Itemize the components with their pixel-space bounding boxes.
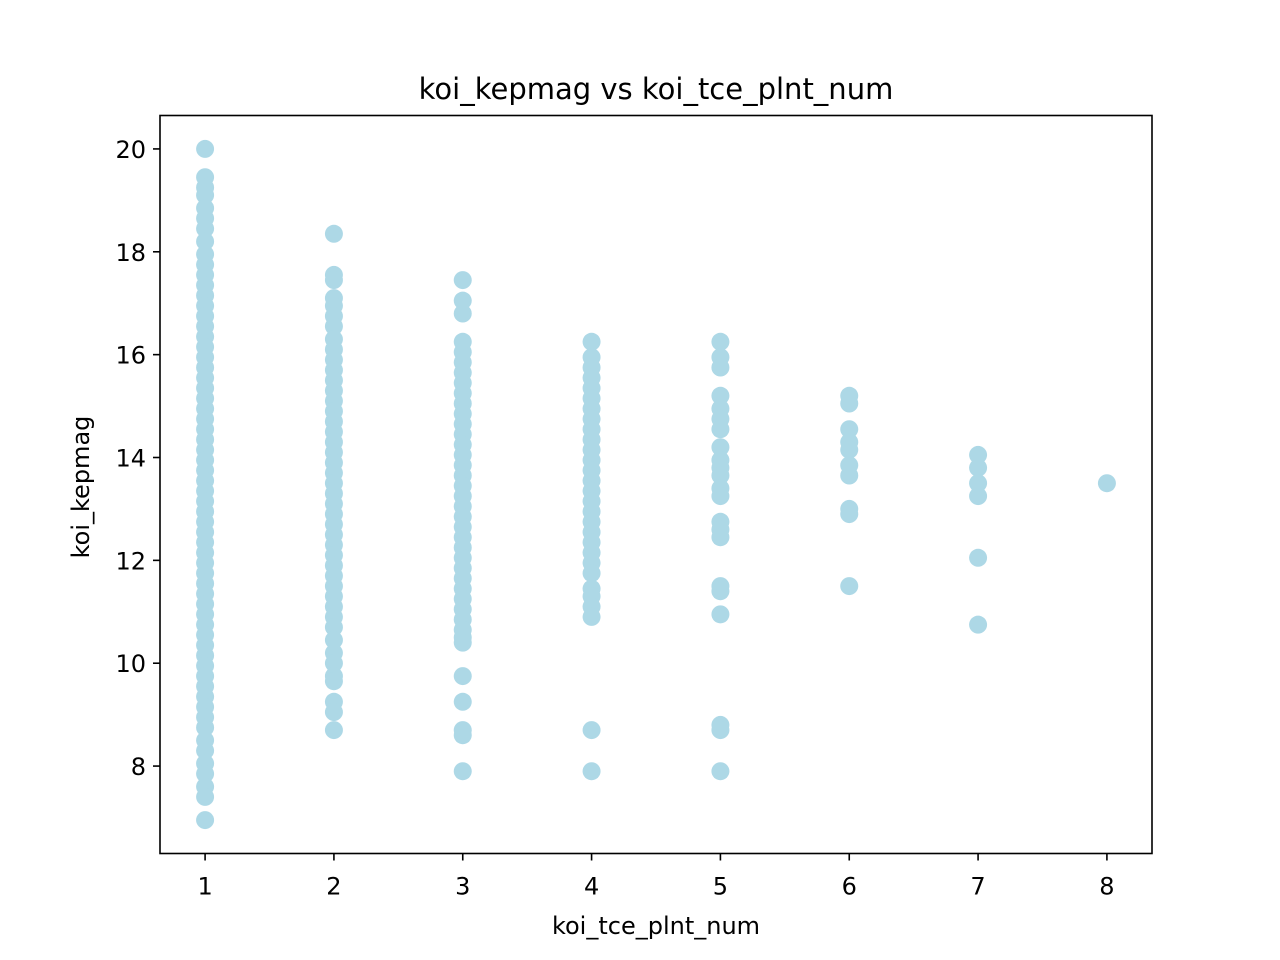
scatter-point bbox=[969, 548, 988, 567]
scatter-point bbox=[711, 420, 730, 439]
x-tick-label: 1 bbox=[197, 873, 212, 901]
y-axis: 8 10 12 14 16 18 20 bbox=[115, 136, 160, 781]
y-tick-label: 8 bbox=[131, 753, 146, 781]
scatter-point bbox=[969, 487, 988, 506]
scatter-point bbox=[711, 721, 730, 740]
scatter-point bbox=[840, 394, 859, 413]
x-tick-label: 2 bbox=[326, 873, 341, 901]
scatter-point bbox=[582, 762, 601, 781]
scatter-point bbox=[711, 605, 730, 624]
scatter-point bbox=[711, 358, 730, 377]
scatter-point bbox=[196, 764, 215, 783]
scatter-point bbox=[711, 438, 730, 457]
scatter-point bbox=[840, 420, 859, 439]
scatter-point bbox=[324, 317, 343, 336]
scatter-point bbox=[196, 232, 215, 251]
y-tick-label: 14 bbox=[115, 445, 146, 473]
scatter-point bbox=[453, 271, 472, 290]
scatter-point bbox=[324, 631, 343, 650]
scatter-point bbox=[324, 271, 343, 290]
scatter-point bbox=[711, 332, 730, 351]
scatter-point bbox=[840, 577, 859, 596]
scatter-point bbox=[711, 528, 730, 547]
scatter-point bbox=[196, 139, 215, 158]
scatter-point bbox=[196, 219, 215, 238]
scatter-point bbox=[711, 487, 730, 506]
scatter-point bbox=[840, 440, 859, 459]
x-tick-label: 4 bbox=[584, 873, 599, 901]
scatter-point bbox=[969, 474, 988, 493]
x-tick-label: 7 bbox=[970, 873, 985, 901]
chart-title: koi_kepmag vs koi_tce_plnt_num bbox=[419, 72, 894, 106]
x-tick-label: 3 bbox=[455, 873, 470, 901]
scatter-point bbox=[196, 186, 215, 205]
scatter-point bbox=[582, 332, 601, 351]
scatter-point bbox=[196, 811, 215, 830]
scatter-point bbox=[711, 386, 730, 405]
y-axis-label: koi_kepmag bbox=[67, 416, 95, 559]
scatter-point bbox=[196, 741, 215, 760]
scatter-point bbox=[711, 762, 730, 781]
scatter-point bbox=[582, 721, 601, 740]
scatter-point bbox=[453, 291, 472, 310]
scatter-point bbox=[196, 718, 215, 737]
y-tick-label: 12 bbox=[115, 547, 146, 575]
x-axis-label: koi_tce_plnt_num bbox=[552, 912, 760, 940]
scatter-point bbox=[969, 445, 988, 464]
scatter-point bbox=[196, 787, 215, 806]
y-tick-label: 16 bbox=[115, 342, 146, 370]
scatter-point bbox=[1097, 474, 1116, 493]
points-layer bbox=[196, 139, 1116, 830]
scatter-point bbox=[582, 564, 601, 583]
y-tick-label: 10 bbox=[115, 650, 146, 678]
scatter-point bbox=[453, 633, 472, 652]
scatter-point bbox=[711, 466, 730, 485]
scatter-point bbox=[969, 458, 988, 477]
scatter-point bbox=[453, 692, 472, 711]
scatter-point bbox=[453, 667, 472, 686]
plot-frame bbox=[159, 114, 1153, 855]
x-tick-label: 5 bbox=[713, 873, 728, 901]
scatter-point bbox=[324, 672, 343, 691]
y-tick-label: 20 bbox=[115, 136, 146, 164]
x-axis: 1 2 3 4 5 6 7 8 bbox=[197, 853, 1115, 901]
scatter-point bbox=[324, 721, 343, 740]
scatter-point bbox=[840, 466, 859, 485]
scatter-point bbox=[324, 618, 343, 637]
scatter-point bbox=[453, 304, 472, 323]
y-tick-label: 18 bbox=[115, 239, 146, 267]
scatter-point bbox=[324, 224, 343, 243]
scatter-point bbox=[324, 703, 343, 722]
scatter-point bbox=[711, 582, 730, 601]
scatter-point bbox=[969, 615, 988, 634]
scatter-point bbox=[582, 607, 601, 626]
scatter-point bbox=[453, 762, 472, 781]
scatter-point bbox=[453, 726, 472, 745]
x-tick-label: 8 bbox=[1099, 873, 1114, 901]
scatter-point bbox=[840, 505, 859, 524]
scatter-point bbox=[324, 654, 343, 673]
x-tick-label: 6 bbox=[842, 873, 857, 901]
